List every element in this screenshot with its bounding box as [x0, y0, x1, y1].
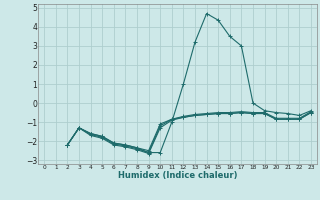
X-axis label: Humidex (Indice chaleur): Humidex (Indice chaleur): [118, 171, 237, 180]
